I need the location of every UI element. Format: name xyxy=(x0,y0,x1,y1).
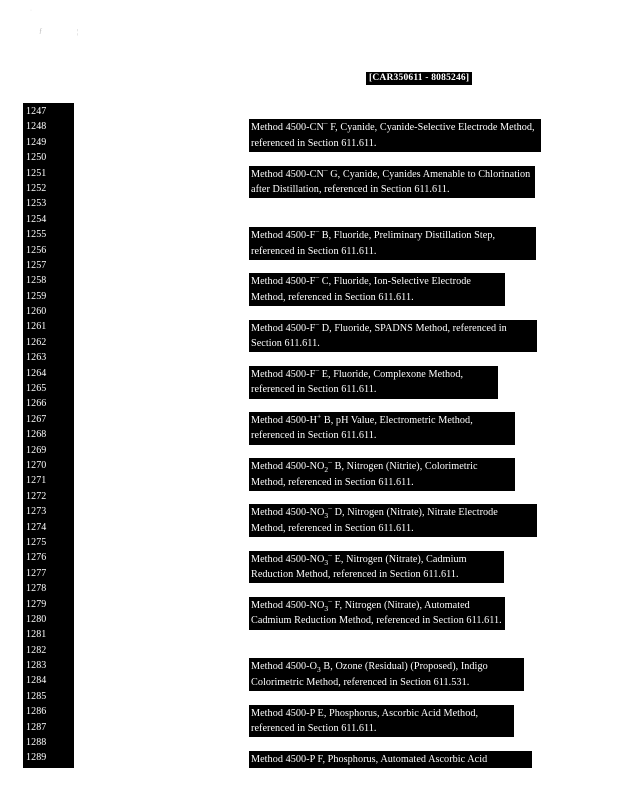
method-entry: Method 4500-F– D, Fluoride, SPADNS Metho… xyxy=(249,319,537,353)
method-entry: Method 4500-O3 B, Ozone (Residual) (Prop… xyxy=(249,658,524,692)
line-number: 1276 xyxy=(26,552,47,564)
method-entry: Method 4500-NO3– F, Nitrogen (Nitrate), … xyxy=(249,596,505,630)
line-number: 1248 xyxy=(26,121,47,133)
method-entry: Method 4500-CN– G, Cyanide, Cyanides Ame… xyxy=(249,165,535,199)
line-number: 1284 xyxy=(26,675,47,687)
line-number: 1267 xyxy=(26,413,47,425)
line-number: 1271 xyxy=(26,475,47,487)
line-number: 1266 xyxy=(26,398,47,410)
method-entry: Method 4500-F– B, Fluoride, Preliminary … xyxy=(249,227,536,260)
line-number: 1280 xyxy=(26,613,47,625)
line-number: 1253 xyxy=(26,198,47,210)
line-number: 1260 xyxy=(26,306,47,318)
line-number: 1270 xyxy=(26,459,47,471)
line-number: 1254 xyxy=(26,213,47,225)
line-number: 1283 xyxy=(26,660,47,672)
line-number: 1250 xyxy=(26,152,47,164)
scan-speckle-artifact: ¦ xyxy=(77,28,79,36)
line-number: 1288 xyxy=(26,737,47,749)
line-number: 1264 xyxy=(26,367,47,379)
line-number: 1257 xyxy=(26,259,47,271)
line-number: 1247 xyxy=(26,106,47,117)
line-number: 1287 xyxy=(26,721,47,733)
method-entry: Method 4500-NO2– B, Nitrogen (Nitrite), … xyxy=(249,458,515,491)
line-number: 1255 xyxy=(26,229,47,241)
line-number: 1281 xyxy=(26,629,47,641)
line-number: 1265 xyxy=(26,383,47,395)
method-entry: Method 4500-F– C, Fluoride, Ion-Selectiv… xyxy=(249,273,505,307)
method-entry: Method 4500-P E, Phosphorus, Ascorbic Ac… xyxy=(249,704,514,738)
method-entry: Method 4500-P F, Phosphorus, Automated A… xyxy=(249,750,532,769)
method-entry: Method 4500-CN– F, Cyanide, Cyanide-Sele… xyxy=(249,119,541,153)
line-number: 1272 xyxy=(26,490,47,502)
line-number: 1262 xyxy=(26,336,47,348)
scan-speckle-artifact: · xyxy=(30,8,32,14)
line-number: 1274 xyxy=(26,521,47,533)
line-number: 1268 xyxy=(26,429,47,441)
line-number: 1289 xyxy=(26,752,47,764)
line-number: 1263 xyxy=(26,352,47,364)
line-number: 1258 xyxy=(26,275,47,287)
line-number: 1286 xyxy=(26,706,47,718)
line-number: 1269 xyxy=(26,444,47,456)
method-entry: Method 4500-NO3– D, Nitrogen (Nitrate), … xyxy=(249,504,537,538)
line-number: 1282 xyxy=(26,644,47,656)
line-number: 1252 xyxy=(26,182,47,194)
line-number: 1259 xyxy=(26,290,47,302)
document-header-stamp: [CAR350611 - 8085246] xyxy=(366,72,473,85)
line-number: 1277 xyxy=(26,567,47,579)
line-number: 1275 xyxy=(26,536,47,548)
scan-speckle-artifact: ƒ xyxy=(39,27,43,35)
line-number: 1285 xyxy=(26,690,47,702)
line-number-gutter: 1247 1248 1249 1250 1251 1252 1253 1254 1255 1256… xyxy=(23,103,74,768)
line-number: 1249 xyxy=(26,136,47,148)
line-number: 1261 xyxy=(26,321,47,333)
line-number: 1256 xyxy=(26,244,47,256)
method-entry: Method 4500-NO3– E, Nitrogen (Nitrate), … xyxy=(249,550,504,584)
method-entry: Method 4500-H+ B, pH Value, Electrometri… xyxy=(249,412,515,445)
line-number: 1278 xyxy=(26,583,47,595)
line-number: 1273 xyxy=(26,506,47,518)
line-number: 1279 xyxy=(26,598,47,610)
method-entry: Method 4500-F– E, Fluoride, Complexone M… xyxy=(249,365,498,399)
line-number: 1251 xyxy=(26,167,47,179)
